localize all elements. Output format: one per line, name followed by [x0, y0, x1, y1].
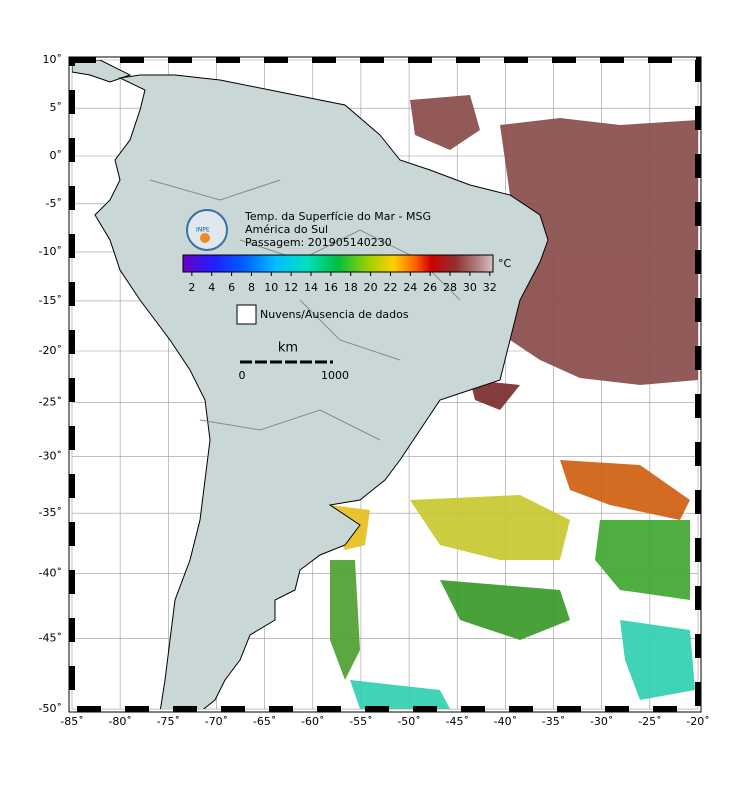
colorbar-tick-label: 4: [208, 281, 215, 294]
lon-label: -55˚: [349, 715, 372, 728]
legend-title: Temp. da Superfície do Mar - MSG: [244, 210, 431, 223]
no-data-swatch: [236, 304, 257, 325]
lon-label: -40˚: [494, 715, 517, 728]
sst-cyan: [350, 680, 450, 709]
colorbar-tick-label: 16: [324, 281, 338, 294]
map-layers: [72, 60, 698, 709]
lat-label: -40˚: [39, 566, 62, 579]
logo: [186, 209, 228, 251]
lat-label: -50˚: [39, 702, 62, 715]
lon-label: -45˚: [445, 715, 468, 728]
colorbar-tick-label: 10: [264, 281, 278, 294]
logo-text: INPE: [196, 227, 210, 234]
lon-label: -75˚: [157, 715, 180, 728]
lon-label: -70˚: [205, 715, 228, 728]
logo-dot: [200, 233, 210, 243]
colorbar-tick-label: 6: [228, 281, 235, 294]
lat-label: -30˚: [39, 450, 62, 463]
lat-label: -5˚: [46, 197, 62, 210]
lon-label: -30˚: [590, 715, 613, 728]
sst-orange: [560, 460, 690, 520]
scale-tick-label: 0: [239, 369, 246, 382]
scale-tick-label: 1000: [321, 369, 349, 382]
sst-patches: [330, 95, 698, 709]
lat-label: -35˚: [39, 506, 62, 519]
colorbar-tick-label: 26: [423, 281, 437, 294]
colorbar-tick-label: 32: [483, 281, 497, 294]
sst-yellow-green: [410, 495, 570, 560]
colorbar-tick-label: 28: [443, 281, 457, 294]
colorbar-tick-label: 30: [463, 281, 477, 294]
lat-label: -25˚: [39, 396, 62, 409]
sst-green: [440, 580, 570, 640]
sst-green: [595, 520, 690, 600]
colorbar-tick-label: 14: [304, 281, 318, 294]
colorbar-tick-label: 12: [284, 281, 298, 294]
sst-cyan: [620, 620, 695, 700]
lat-label: -15˚: [39, 294, 62, 307]
no-data-label: Nuvens/Ausencia de dados: [260, 308, 409, 321]
sst-green: [330, 560, 360, 680]
colorbar-tick-label: 8: [248, 281, 255, 294]
borders: [149, 179, 461, 441]
colorbar-tick-label: 2: [188, 281, 195, 294]
sst-warm: [470, 380, 520, 410]
lon-label: -80˚: [108, 715, 131, 728]
lat-label: -45˚: [39, 631, 62, 644]
sst-warm: [500, 118, 698, 385]
lon-label: -85˚: [60, 715, 83, 728]
lon-label: -35˚: [542, 715, 565, 728]
colorbar-tick-label: 18: [344, 281, 358, 294]
frame-outline: [68, 56, 702, 713]
colorbar-tick-label: 22: [383, 281, 397, 294]
colorbar-tick-label: 24: [403, 281, 417, 294]
lat-label: 5˚: [50, 101, 63, 114]
lon-label: -50˚: [397, 715, 420, 728]
lat-label: -10˚: [39, 245, 62, 258]
lat-label: 0˚: [50, 149, 63, 162]
central-america: [72, 60, 132, 83]
lon-label: -25˚: [638, 715, 661, 728]
lat-label: -20˚: [39, 344, 62, 357]
colorbar-unit: °C: [498, 257, 512, 270]
colorbar-ticks: 2 4 6 8 10 12 14 16 18 20 22 24 26 28 30 32: [188, 272, 497, 294]
scale-unit: km: [278, 341, 298, 356]
legend-title: Passagem: 201905140230: [245, 236, 392, 249]
lon-label: -60˚: [301, 715, 324, 728]
lon-label: -20˚: [686, 715, 709, 728]
lon-label: -65˚: [253, 715, 276, 728]
lat-label: 10˚: [43, 53, 63, 66]
sst-warm: [410, 95, 480, 150]
legend-title: América do Sul: [245, 223, 328, 236]
colorbar: [182, 254, 494, 273]
frame: [69, 57, 701, 712]
colorbar-tick-label: 20: [364, 281, 378, 294]
